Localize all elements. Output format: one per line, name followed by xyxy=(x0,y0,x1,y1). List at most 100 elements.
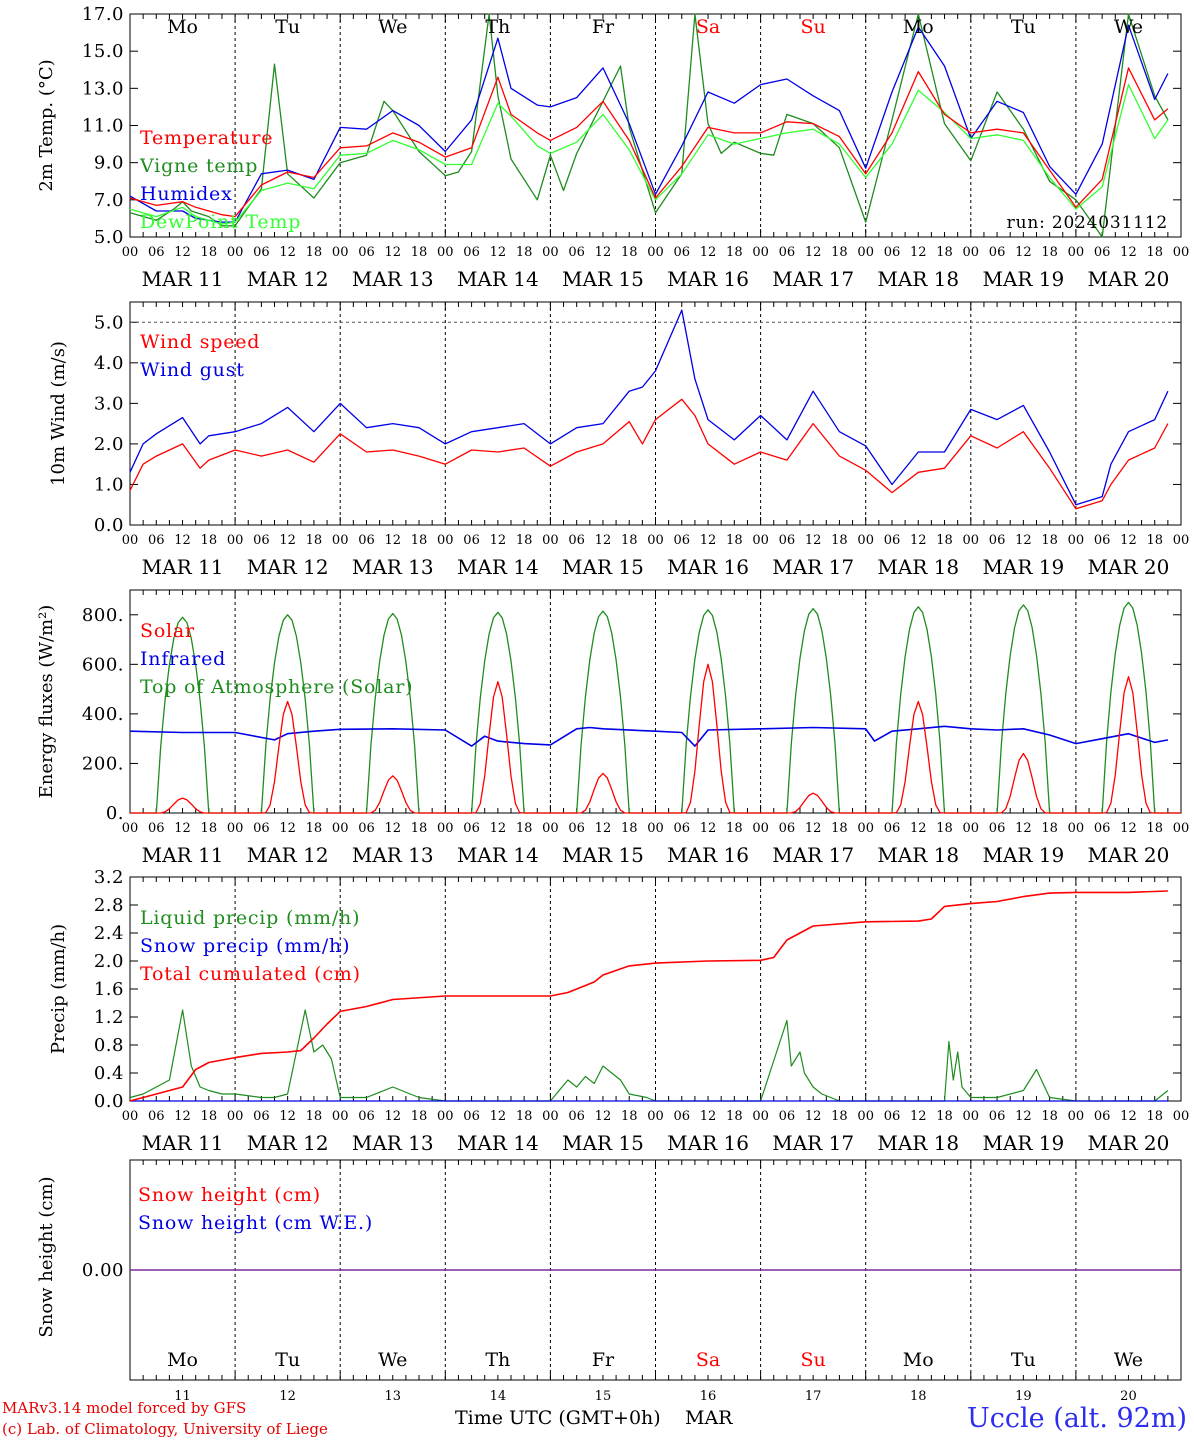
hour-tick-label: 12 xyxy=(174,821,191,836)
hour-tick-label: 06 xyxy=(463,533,480,548)
series-wind-speed xyxy=(129,398,1169,510)
legend-entry: Humidex xyxy=(140,183,233,205)
hour-tick-label: 06 xyxy=(358,1109,375,1124)
hour-tick-label: 18 xyxy=(1041,1109,1058,1124)
weekday-label: Su xyxy=(801,1349,826,1371)
y-tick-label: 0.8 xyxy=(94,1035,124,1056)
hour-tick-label: 12 xyxy=(1015,245,1032,260)
y-tick-label: 400. xyxy=(82,704,124,725)
weekday-label: We xyxy=(1114,1349,1143,1371)
hour-tick-label: 00 xyxy=(437,533,454,548)
hour-tick-label: 18 xyxy=(1146,245,1163,260)
y-tick-label: 0.4 xyxy=(94,1063,124,1084)
y-tick-label: 13.0 xyxy=(82,78,124,99)
y-tick-label: 9.0 xyxy=(94,153,124,174)
hour-tick-label: 12 xyxy=(910,533,927,548)
weekday-label: Sa xyxy=(696,16,720,38)
date-label: MAR 15 xyxy=(562,267,644,291)
legend-entry: DewPoint Temp xyxy=(140,211,301,233)
hour-tick-label: 18 xyxy=(411,533,428,548)
hour-tick-label: 18 xyxy=(411,1109,428,1124)
hour-tick-label: 12 xyxy=(910,821,927,836)
hour-tick-label: 00 xyxy=(227,533,244,548)
date-label: MAR 14 xyxy=(457,555,539,579)
day-number-label: 16 xyxy=(700,1389,717,1404)
hour-tick-label: 18 xyxy=(831,245,848,260)
y-tick-label: 15.0 xyxy=(82,41,124,62)
hour-tick-label: 06 xyxy=(779,245,796,260)
hour-tick-label: 00 xyxy=(1068,821,1085,836)
hour-tick-label: 00 xyxy=(1173,821,1190,836)
date-label: MAR 11 xyxy=(142,267,224,291)
hour-tick-label: 12 xyxy=(700,1109,717,1124)
weekday-label: Mo xyxy=(167,16,198,38)
hour-tick-label: 00 xyxy=(857,821,874,836)
hour-tick-label: 18 xyxy=(1146,821,1163,836)
panel-frame xyxy=(129,301,1182,526)
date-label: MAR 11 xyxy=(142,555,224,579)
hour-tick-label: 12 xyxy=(384,245,401,260)
hour-tick-label: 06 xyxy=(148,821,165,836)
date-label: MAR 15 xyxy=(562,555,644,579)
date-label: MAR 16 xyxy=(667,843,749,867)
date-label: MAR 17 xyxy=(772,555,854,579)
hour-tick-label: 12 xyxy=(490,245,507,260)
hour-tick-label: 06 xyxy=(148,533,165,548)
hour-tick-label: 06 xyxy=(1094,1109,1111,1124)
hour-tick-label: 12 xyxy=(910,245,927,260)
day-number-label: 19 xyxy=(1015,1389,1032,1404)
run-label: run: 2024031112 xyxy=(1007,213,1168,233)
hour-tick-label: 12 xyxy=(1120,245,1137,260)
hour-tick-label: 00 xyxy=(122,245,139,260)
date-label: MAR 19 xyxy=(982,843,1064,867)
panel-frame xyxy=(129,13,1182,238)
hour-tick-label: 12 xyxy=(384,533,401,548)
hour-tick-label: 06 xyxy=(884,533,901,548)
date-label: MAR 15 xyxy=(562,1131,644,1155)
y-axis-label: Precip (mm/h) xyxy=(48,924,69,1054)
date-label: MAR 16 xyxy=(667,555,749,579)
model-credit: MARv3.14 model forced by GFS xyxy=(2,1399,246,1417)
hour-tick-label: 18 xyxy=(831,533,848,548)
hour-tick-label: 00 xyxy=(542,245,559,260)
hour-tick-label: 00 xyxy=(752,821,769,836)
hour-tick-label: 00 xyxy=(122,821,139,836)
date-label: MAR 17 xyxy=(772,843,854,867)
date-label: MAR 20 xyxy=(1088,1131,1170,1155)
legend-entry: Top of Atmosphere (Solar) xyxy=(140,676,413,698)
hour-tick-label: 18 xyxy=(621,533,638,548)
hour-tick-label: 06 xyxy=(253,821,270,836)
hour-tick-label: 12 xyxy=(910,1109,927,1124)
legend-entry: Snow height (cm W.E.) xyxy=(138,1212,373,1234)
hour-tick-label: 06 xyxy=(568,1109,585,1124)
weekday-label: Th xyxy=(485,1349,510,1371)
hour-tick-label: 12 xyxy=(279,245,296,260)
data-series xyxy=(129,13,1181,1271)
time-axis-label: Time UTC (GMT+0h) xyxy=(455,1407,661,1429)
hour-tick-label: 18 xyxy=(201,1109,218,1124)
hour-tick-label: 12 xyxy=(279,821,296,836)
hour-tick-label: 18 xyxy=(1041,533,1058,548)
series-temperature xyxy=(129,67,1169,218)
weekday-label: Tu xyxy=(275,1349,300,1371)
weekday-label: Fr xyxy=(592,16,615,38)
hour-tick-label: 00 xyxy=(752,245,769,260)
hour-tick-label: 18 xyxy=(831,1109,848,1124)
y-tick-label: 2.0 xyxy=(94,951,124,972)
hour-tick-label: 00 xyxy=(857,1109,874,1124)
hour-tick-label: 18 xyxy=(306,1109,323,1124)
weekday-label: Tu xyxy=(1011,1349,1036,1371)
hour-tick-label: 18 xyxy=(1146,533,1163,548)
series-solar xyxy=(130,663,1181,814)
hour-tick-label: 18 xyxy=(726,1109,743,1124)
weekday-label: Tu xyxy=(1011,16,1036,38)
hour-tick-label: 18 xyxy=(201,245,218,260)
hour-tick-label: 12 xyxy=(700,533,717,548)
hour-tick-label: 18 xyxy=(516,533,533,548)
hour-tick-label: 12 xyxy=(805,245,822,260)
hour-tick-label: 18 xyxy=(411,821,428,836)
weekday-label: We xyxy=(378,16,407,38)
hour-tick-label: 18 xyxy=(306,245,323,260)
hour-tick-label: 18 xyxy=(201,533,218,548)
